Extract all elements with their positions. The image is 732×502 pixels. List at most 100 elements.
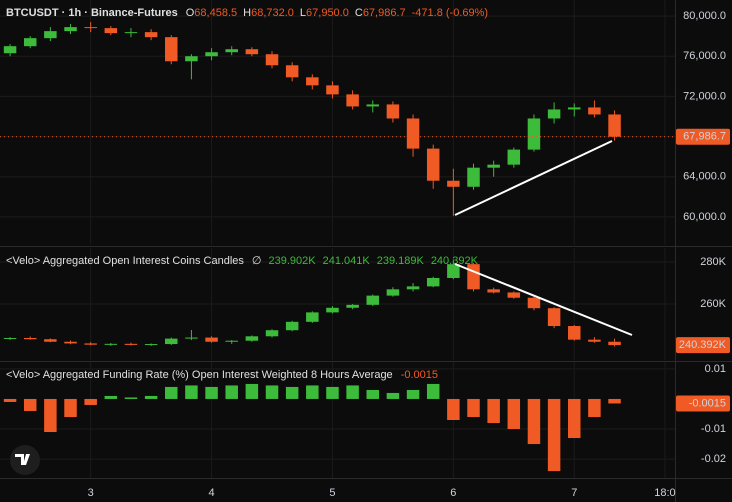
legend-value: 67,986.7	[363, 7, 406, 19]
legend-symbol: ∅	[252, 255, 262, 267]
candle-body	[225, 49, 238, 53]
y-tick-label: 80,000.0	[683, 10, 726, 22]
y-tick-label: 72,000.0	[683, 90, 726, 102]
candle-body	[547, 308, 561, 327]
candle-body	[84, 343, 97, 345]
y-tick-label: 64,000.0	[683, 171, 726, 183]
legend-value: 68,732.0	[251, 7, 294, 19]
last-value-label: 67,986.7	[683, 131, 726, 143]
legend-value: 241.041K	[323, 255, 371, 267]
bar	[386, 392, 400, 399]
last-value-box	[676, 395, 730, 412]
bar	[406, 389, 420, 399]
bar	[447, 398, 460, 420]
candle-body	[306, 312, 319, 322]
candle-body	[346, 94, 359, 107]
legend-title: BTCUSDT · 1h · Binance-Futures	[6, 7, 178, 19]
bar	[124, 397, 138, 399]
y-tick-label: 76,000.0	[683, 50, 726, 62]
bar	[3, 398, 17, 402]
candle-body	[447, 264, 460, 278]
logo-mark	[15, 454, 30, 465]
bar	[467, 398, 480, 417]
bar	[366, 389, 380, 399]
bar	[84, 398, 97, 405]
x-tick-label: 6	[450, 487, 456, 499]
legend-value: 240.392K	[431, 255, 479, 267]
last-value-label: 240.392K	[679, 339, 727, 351]
legend: <Velo> Aggregated Open Interest Coins Ca…	[6, 255, 479, 267]
trend-line	[454, 263, 633, 336]
candle-body	[527, 297, 541, 309]
candle-body	[608, 114, 621, 137]
y-tick-label: -0.01	[701, 423, 726, 435]
trend-line	[454, 140, 613, 216]
candle-body	[306, 77, 319, 86]
last-value-box	[676, 337, 730, 354]
candle-body	[84, 27, 97, 29]
x-tick-label: 4	[209, 487, 215, 499]
bar	[547, 398, 561, 472]
candle-body	[426, 148, 440, 181]
last-value-label: -0.0015	[689, 397, 726, 409]
candle-body	[406, 118, 420, 149]
bar	[104, 395, 118, 399]
bar	[245, 383, 259, 399]
candle-body	[426, 277, 440, 287]
legend-letter: L	[300, 7, 306, 19]
candle-body	[265, 330, 279, 337]
candle-body	[285, 321, 299, 331]
bar	[487, 398, 500, 424]
y-tick-label: 0.01	[705, 363, 726, 375]
bar	[225, 385, 238, 399]
candle-body	[265, 54, 279, 66]
pane: 80,000.076,000.072,000.068,000.064,000.0…	[0, 0, 730, 245]
legend-letter: O	[186, 7, 195, 19]
logo	[10, 445, 40, 475]
candle-body	[366, 295, 380, 305]
candle-body	[23, 337, 37, 340]
x-tick-label: 18:0	[654, 487, 675, 499]
bar	[346, 385, 359, 399]
bar	[426, 383, 440, 399]
bar	[306, 385, 319, 399]
y-tick-label: 260K	[700, 298, 726, 310]
candle-body	[487, 289, 500, 293]
candle-body	[547, 109, 561, 119]
candle-body	[165, 338, 178, 345]
candle-body	[487, 164, 500, 168]
bar	[326, 386, 339, 399]
pane: 280K 260K 240.392K <Velo> Aggregated Open I…	[0, 248, 730, 360]
candle-body	[467, 167, 480, 187]
candle-body	[285, 65, 299, 78]
candle-body	[124, 32, 138, 34]
candle-body	[507, 149, 521, 165]
legend-value: 239.902K	[268, 255, 316, 267]
candle-body	[205, 337, 218, 342]
candle-body	[568, 107, 581, 110]
candle-body	[386, 104, 400, 119]
candle-body	[608, 341, 621, 346]
bar	[265, 385, 279, 399]
candle-body	[346, 304, 359, 308]
candle-body	[185, 56, 198, 62]
bar	[64, 398, 77, 417]
candle-body	[245, 49, 259, 55]
candle-body	[507, 292, 521, 298]
candle-body	[386, 289, 400, 296]
bar	[568, 398, 581, 439]
bar	[165, 386, 178, 399]
legend-change: -471.8 (-0.69%)	[412, 7, 488, 19]
candle-body	[144, 344, 158, 346]
y-tick-label: -0.02	[701, 453, 726, 465]
candle-body	[185, 337, 198, 339]
candle-body	[23, 38, 37, 47]
candle-body	[588, 107, 601, 115]
candle-body	[44, 31, 57, 39]
y-tick-label: 280K	[700, 256, 726, 268]
candle-body	[3, 337, 17, 339]
candle-body	[124, 343, 138, 345]
bar	[185, 385, 198, 399]
legend-title: <Velo> Aggregated Funding Rate (%) Open …	[6, 369, 393, 381]
